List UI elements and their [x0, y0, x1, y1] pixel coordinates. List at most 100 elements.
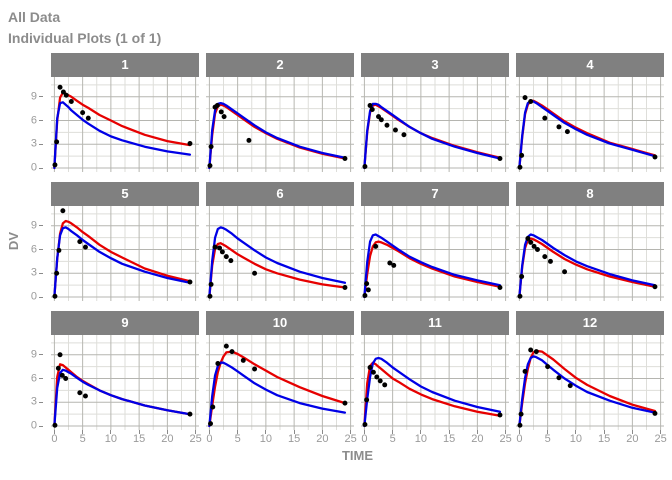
observed-point: [387, 260, 393, 266]
y-tick-label: 6: [30, 114, 37, 127]
observed-point: [525, 235, 531, 241]
y-tick-label: 3: [30, 395, 37, 408]
observed-point: [56, 247, 62, 253]
observed-point: [246, 137, 252, 143]
facet-strip: 1: [51, 53, 199, 77]
observed-point: [652, 284, 658, 290]
facet-strip: 12: [516, 311, 664, 335]
observed-point: [370, 369, 376, 375]
facet-panel: [516, 335, 664, 430]
observed-point: [187, 141, 193, 146]
facet-8: 8: [516, 182, 664, 301]
observed-point: [208, 421, 213, 427]
observed-point: [556, 124, 562, 130]
x-tick-mark: [208, 430, 210, 434]
x-tick-mark: [518, 430, 520, 434]
observed-point: [517, 293, 523, 299]
observed-point: [228, 258, 234, 264]
observed-point: [60, 208, 66, 214]
facet-10: 10: [206, 311, 354, 430]
x-tick-mark: [575, 430, 577, 434]
x-tick-label: 20: [161, 433, 174, 445]
y-tick-label: 3: [30, 137, 37, 150]
observed-point: [252, 366, 258, 372]
facet-11: 11: [361, 311, 509, 430]
facet-strip: 7: [361, 182, 509, 206]
blue-line: [518, 233, 657, 299]
observed-point: [221, 114, 227, 120]
observed-point: [214, 103, 220, 108]
x-tick-mark: [265, 430, 267, 434]
observed-point: [57, 352, 63, 358]
red-line: [208, 242, 347, 299]
y-tick-mark: [39, 167, 43, 169]
observed-point: [240, 357, 246, 363]
observed-point: [55, 365, 61, 371]
observed-point: [367, 364, 373, 370]
facet-strip: 4: [516, 53, 664, 77]
x-tick-label: 10: [259, 433, 272, 445]
red-line: [53, 363, 192, 428]
observed-point: [219, 249, 225, 255]
y-tick-mark: [39, 143, 43, 145]
y-tick-mark: [39, 225, 43, 227]
red-line: [363, 361, 502, 428]
facet-strip: 8: [516, 182, 664, 206]
red-line: [53, 91, 192, 170]
facet-strip: 5: [51, 182, 199, 206]
observed-point: [68, 99, 74, 105]
x-tick-label: 5: [79, 433, 86, 445]
observed-point: [369, 106, 375, 112]
facet-panel: [361, 206, 509, 301]
facet-7: 7: [361, 182, 509, 301]
observed-point: [522, 368, 528, 374]
observed-point: [207, 293, 213, 299]
observed-point: [542, 254, 548, 260]
observed-point: [519, 152, 525, 158]
observed-point: [497, 156, 503, 162]
x-tick-label: 10: [569, 433, 582, 445]
observed-point: [77, 239, 83, 245]
observed-point: [342, 400, 348, 406]
x-tick-mark: [547, 430, 549, 434]
facet-panel: [51, 77, 199, 172]
facet-strip: 2: [206, 53, 354, 77]
y-axis-ticks: 0 3 6 9: [20, 53, 44, 173]
observed-point: [207, 163, 213, 169]
observed-point: [533, 349, 539, 355]
facet-panel: [51, 206, 199, 301]
observed-point: [208, 144, 214, 150]
blue-line: [208, 226, 347, 299]
observed-point: [229, 349, 235, 355]
observed-point: [384, 122, 390, 128]
observed-point: [60, 89, 66, 95]
observed-point: [85, 115, 91, 121]
y-tick-label: 0: [30, 290, 37, 303]
observed-point: [382, 382, 388, 388]
x-tick-label: 25: [189, 433, 202, 445]
observed-point: [373, 243, 379, 249]
observed-point: [528, 239, 534, 245]
plot-region: DV 0 3 6 9 1 2 3 4 0 3 6 9 5 6 7 8 0 3 6 9 9 10 11 12 0 5 10 15 20 2…: [6, 53, 667, 463]
observed-point: [54, 139, 60, 145]
observed-point: [365, 287, 371, 293]
blue-line: [53, 101, 192, 170]
facet-12: 12: [516, 311, 664, 430]
figure: All Data Individual Plots (1 of 1) DV 0 3…: [6, 9, 667, 463]
observed-point: [52, 422, 58, 428]
observed-point: [54, 270, 60, 276]
facet-panel: [516, 77, 664, 172]
observed-point: [187, 411, 193, 417]
y-tick-mark: [39, 425, 43, 427]
x-tick-mark: [603, 430, 605, 434]
observed-point: [362, 421, 368, 427]
observed-point: [215, 361, 221, 366]
red-line: [53, 219, 192, 299]
observed-point: [562, 269, 568, 275]
observed-point: [252, 270, 258, 276]
y-tick-mark: [39, 401, 43, 403]
observed-point: [52, 293, 58, 299]
observed-point: [378, 117, 384, 123]
blue-line: [208, 361, 347, 428]
red-line: [518, 237, 657, 299]
